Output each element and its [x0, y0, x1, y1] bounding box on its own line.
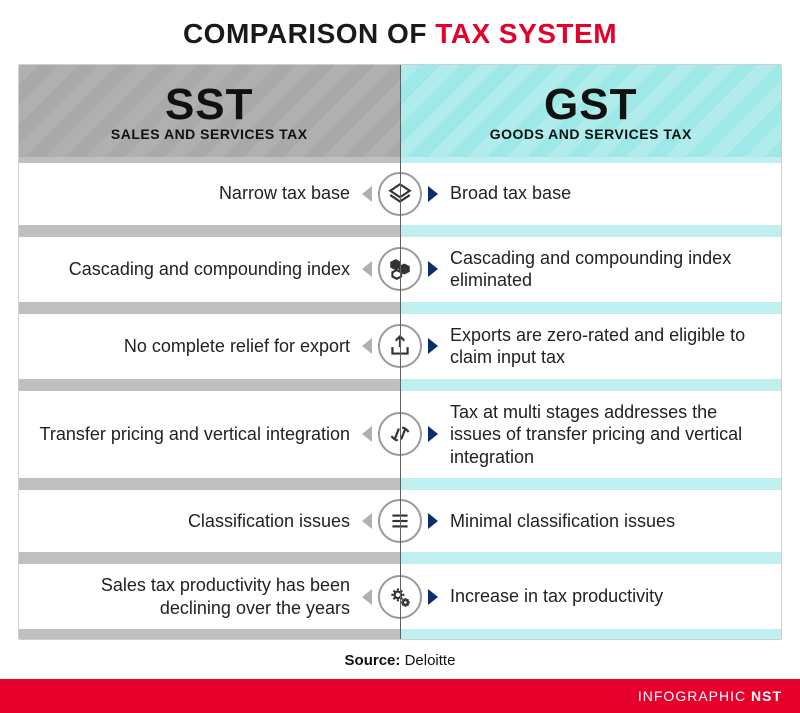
- columns-header: SST SALES AND SERVICES TAX GST GOODS AND…: [19, 65, 781, 157]
- source-label: Source:: [345, 652, 401, 669]
- gst-cell: Exports are zero-rated and eligible to c…: [400, 314, 781, 379]
- source-line: Source: Deloitte: [0, 640, 800, 679]
- arrow-left-icon: [362, 338, 372, 354]
- sst-cell: Classification issues: [19, 490, 400, 552]
- comparison-panel: SST SALES AND SERVICES TAX GST GOODS AND…: [18, 64, 782, 640]
- title-part1: COMPARISON OF: [183, 18, 435, 49]
- arrow-left-icon: [362, 261, 372, 277]
- arrow-right-icon: [428, 426, 438, 442]
- gst-name: GOODS AND SERVICES TAX: [490, 126, 692, 142]
- footer-text: INFOGRAPHIC NST: [638, 688, 782, 704]
- page-title: COMPARISON OF TAX SYSTEM: [0, 0, 800, 64]
- gst-cell: Cascading and compounding index eliminat…: [400, 237, 781, 302]
- arrow-right-icon: [428, 338, 438, 354]
- infographic-container: COMPARISON OF TAX SYSTEM SST SALES AND S…: [0, 0, 800, 713]
- footer-part1: INFOGRAPHIC: [638, 688, 751, 704]
- arrow-right-icon: [428, 261, 438, 277]
- arrow-right-icon: [428, 186, 438, 202]
- gst-cell: Broad tax base: [400, 163, 781, 225]
- footer-bar: INFOGRAPHIC NST: [0, 679, 800, 713]
- arrow-left-icon: [362, 589, 372, 605]
- sst-abbr: SST: [165, 80, 254, 130]
- arrow-left-icon: [362, 426, 372, 442]
- footer-part2: NST: [751, 688, 782, 704]
- sst-name: SALES AND SERVICES TAX: [111, 126, 308, 142]
- column-header-sst: SST SALES AND SERVICES TAX: [19, 65, 401, 157]
- source-value: Deloitte: [405, 652, 456, 669]
- sst-cell: Narrow tax base: [19, 163, 400, 225]
- arrow-right-icon: [428, 589, 438, 605]
- sst-cell: No complete relief for export: [19, 314, 400, 379]
- arrow-left-icon: [362, 186, 372, 202]
- arrow-left-icon: [362, 513, 372, 529]
- gst-cell: Tax at multi stages addresses the issues…: [400, 391, 781, 479]
- title-part2: TAX SYSTEM: [435, 18, 617, 49]
- sst-cell: Sales tax productivity has been declinin…: [19, 564, 400, 629]
- gst-cell: Minimal classification issues: [400, 490, 781, 552]
- arrow-right-icon: [428, 513, 438, 529]
- sst-cell: Transfer pricing and vertical integratio…: [19, 391, 400, 479]
- gst-cell: Increase in tax productivity: [400, 564, 781, 629]
- center-divider: [400, 157, 401, 640]
- column-header-gst: GST GOODS AND SERVICES TAX: [401, 65, 782, 157]
- comparison-rows: Narrow tax base Broad tax base Cascading…: [19, 157, 781, 640]
- gst-abbr: GST: [544, 80, 637, 130]
- sst-cell: Cascading and compounding index: [19, 237, 400, 302]
